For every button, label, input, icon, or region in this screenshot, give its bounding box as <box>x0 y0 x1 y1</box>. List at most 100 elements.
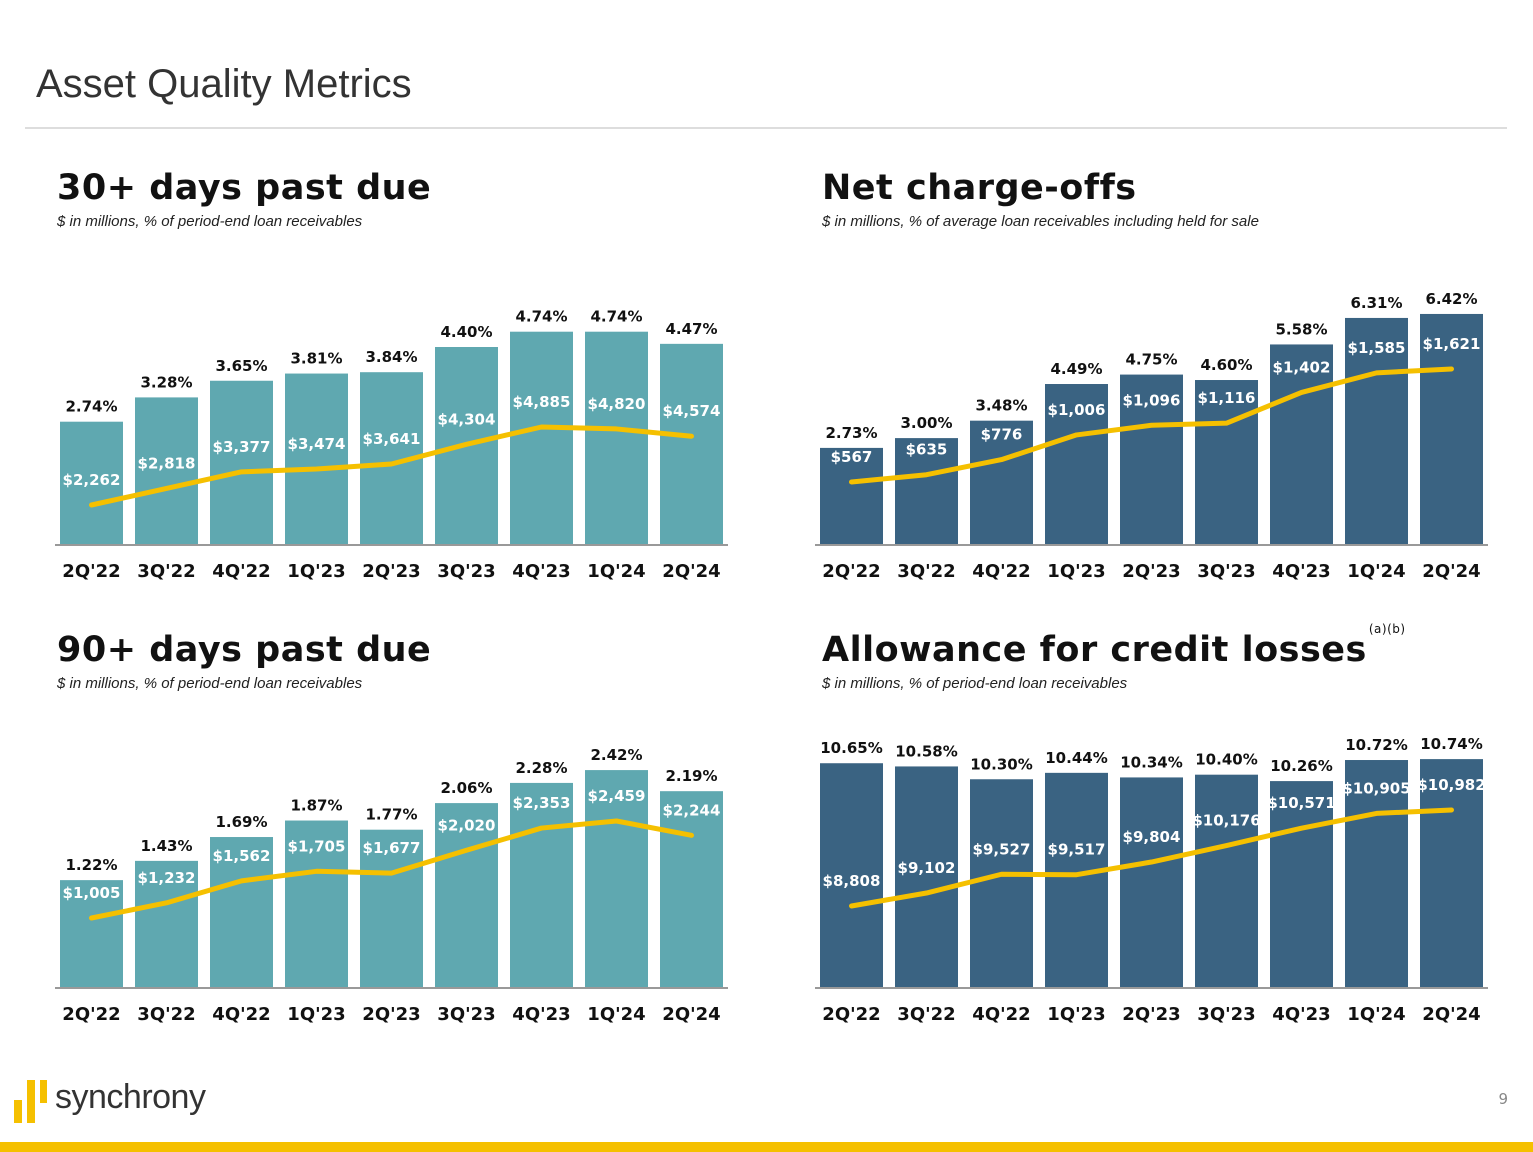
bar <box>510 782 573 988</box>
pct-label: 2.42% <box>590 746 642 764</box>
bar <box>970 420 1033 545</box>
amount-label: $1,621 <box>1423 335 1481 353</box>
x-tick-label: 2Q'24 <box>662 561 720 582</box>
bar <box>1420 759 1483 988</box>
pct-label: 10.44% <box>1045 749 1107 767</box>
bar <box>585 331 648 545</box>
pct-label: 10.26% <box>1270 757 1332 775</box>
page-number: 9 <box>1498 1090 1508 1108</box>
amount-line <box>89 424 694 508</box>
amount-line <box>849 807 1454 909</box>
amount-label: $1,116 <box>1198 389 1256 407</box>
bar <box>1420 313 1483 545</box>
x-tick-label: 3Q'22 <box>137 1004 195 1025</box>
pct-label: 4.40% <box>440 323 492 341</box>
x-tick-label: 2Q'23 <box>1122 1004 1180 1025</box>
amount-label: $9,804 <box>1123 828 1181 846</box>
bar <box>60 421 123 545</box>
bar <box>895 766 958 988</box>
x-tick-label: 1Q'24 <box>1347 1004 1405 1025</box>
pct-label: 4.60% <box>1200 356 1252 374</box>
pct-label: 3.48% <box>975 397 1027 415</box>
amount-label: $9,527 <box>973 840 1031 858</box>
x-tick-label: 2Q'22 <box>822 1004 880 1025</box>
pct-label: 3.00% <box>900 414 952 432</box>
amount-label: $2,262 <box>63 471 121 489</box>
pct-label: 2.28% <box>515 759 567 777</box>
amount-label: $9,102 <box>898 859 956 877</box>
x-tick-label: 2Q'24 <box>1422 1004 1480 1025</box>
chart-subtitle-nco: $ in millions, % of average loan receiva… <box>822 213 1259 230</box>
x-tick-label: 2Q'23 <box>362 1004 420 1025</box>
bar <box>820 763 883 988</box>
amount-label: $10,905 <box>1342 779 1410 797</box>
amount-label: $2,459 <box>588 787 646 805</box>
x-tick-label: 2Q'24 <box>662 1004 720 1025</box>
amount-label: $567 <box>831 448 873 466</box>
amount-label: $1,562 <box>213 847 271 865</box>
bar <box>510 331 573 545</box>
amount-label: $4,574 <box>663 402 721 420</box>
x-tick-label: 1Q'23 <box>1047 561 1105 582</box>
bar <box>1195 774 1258 988</box>
bar <box>135 860 198 988</box>
amount-label: $1,705 <box>288 837 346 855</box>
bar <box>360 829 423 988</box>
bar <box>660 343 723 545</box>
bar <box>1270 781 1333 988</box>
pct-label: 2.19% <box>665 767 717 785</box>
x-tick-label: 1Q'24 <box>1347 561 1405 582</box>
x-tick-label: 4Q'23 <box>1272 1004 1330 1025</box>
bar <box>135 397 198 545</box>
bar <box>585 770 648 988</box>
amount-label: $3,377 <box>213 438 271 456</box>
x-tick-label: 1Q'24 <box>587 1004 645 1025</box>
x-tick-label: 3Q'23 <box>437 561 495 582</box>
amount-label: $10,176 <box>1192 812 1260 830</box>
x-tick-label: 4Q'23 <box>1272 561 1330 582</box>
chart-title-90-dpd: 90+ days past due <box>57 630 432 670</box>
pct-label: 2.74% <box>65 398 117 416</box>
pct-label: 10.34% <box>1120 753 1182 771</box>
amount-label: $3,474 <box>288 435 346 453</box>
pct-label: 1.77% <box>365 806 417 824</box>
bar <box>210 380 273 545</box>
amount-label: $635 <box>906 441 948 459</box>
x-tick-label: 1Q'23 <box>287 561 345 582</box>
bar <box>435 803 498 988</box>
x-tick-label: 1Q'23 <box>1047 1004 1105 1025</box>
x-tick-label: 4Q'22 <box>212 1004 270 1025</box>
chart-title-30-dpd: 30+ days past due <box>57 168 432 208</box>
x-tick-label: 3Q'23 <box>1197 1004 1255 1025</box>
amount-label: $1,096 <box>1123 391 1181 409</box>
x-tick-label: 2Q'22 <box>62 561 120 582</box>
footer-bar <box>0 1142 1533 1152</box>
amount-label: $4,885 <box>513 393 571 411</box>
pct-label: 6.31% <box>1350 294 1402 312</box>
amount-label: $8,808 <box>823 872 881 890</box>
bar <box>1195 380 1258 545</box>
bar <box>285 373 348 545</box>
pct-label: 3.65% <box>215 357 267 375</box>
bar <box>1345 760 1408 988</box>
amount-label: $4,304 <box>438 410 496 428</box>
pct-label: 4.75% <box>1125 351 1177 369</box>
x-tick-label: 3Q'23 <box>1197 561 1255 582</box>
amount-label: $4,820 <box>588 395 646 413</box>
x-tick-label: 2Q'23 <box>1122 561 1180 582</box>
logo-text: synchrony <box>55 1078 206 1116</box>
amount-label: $10,571 <box>1267 794 1335 812</box>
x-tick-label: 2Q'22 <box>822 561 880 582</box>
pct-label: 1.22% <box>65 856 117 874</box>
pct-label: 10.65% <box>820 739 882 757</box>
synchrony-logo-icon <box>14 1080 47 1123</box>
amount-label: $1,402 <box>1273 358 1331 376</box>
pct-label: 10.72% <box>1345 736 1407 754</box>
chart-title-nco: Net charge-offs <box>822 168 1137 208</box>
chart-title-allowance: Allowance for credit losses(a)(b) <box>822 622 1406 670</box>
pct-label: 4.47% <box>665 320 717 338</box>
chart-title-text: Allowance for credit losses <box>822 630 1367 670</box>
chart-subtitle-30-dpd: $ in millions, % of period-end loan rece… <box>57 213 363 230</box>
amount-label: $1,677 <box>363 839 421 857</box>
